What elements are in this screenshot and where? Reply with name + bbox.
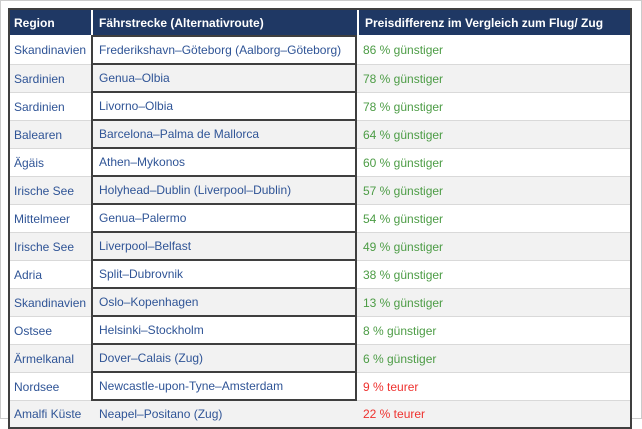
- table-row: Balearen Barcelona–Palma de Mallorca 64 …: [10, 121, 630, 149]
- price-diff-cell: 8 % günstiger: [357, 317, 630, 345]
- table-row: Nordsee Newcastle-upon-Tyne–Amsterdam 9 …: [10, 373, 630, 401]
- price-diff-cell: 78 % günstiger: [357, 65, 630, 93]
- col-header-route: Fährstrecke (Alternativroute): [91, 10, 357, 35]
- ferry-price-table: Region Fährstrecke (Alternativroute) Pre…: [8, 8, 632, 429]
- table-row: Irische See Holyhead–Dublin (Liverpool–D…: [10, 177, 630, 205]
- header-row: Region Fährstrecke (Alternativroute) Pre…: [10, 10, 630, 35]
- price-diff-cell: 38 % günstiger: [357, 261, 630, 289]
- route-cell: Dover–Calais (Zug): [91, 345, 357, 373]
- price-diff-cell: 86 % günstiger: [357, 35, 630, 65]
- region-cell: Nordsee: [10, 373, 91, 401]
- region-cell: Ägäis: [10, 149, 91, 177]
- region-cell: Mittelmeer: [10, 205, 91, 233]
- route-cell: Holyhead–Dublin (Liverpool–Dublin): [91, 177, 357, 205]
- col-header-region: Region: [10, 10, 91, 35]
- price-diff-cell: 6 % günstiger: [357, 345, 630, 373]
- route-cell: Liverpool–Belfast: [91, 233, 357, 261]
- region-cell: Sardinien: [10, 93, 91, 121]
- region-cell: Balearen: [10, 121, 91, 149]
- table-row: Mittelmeer Genua–Palermo 54 % günstiger: [10, 205, 630, 233]
- price-diff-cell: 64 % günstiger: [357, 121, 630, 149]
- table-row: Amalfi Küste Neapel–Positano (Zug) 22 % …: [10, 401, 630, 427]
- region-cell: Amalfi Küste: [10, 401, 91, 427]
- table-row: Ostsee Helsinki–Stockholm 8 % günstiger: [10, 317, 630, 345]
- col-header-price-diff: Preisdifferenz im Vergleich zum Flug/ Zu…: [357, 10, 630, 35]
- price-diff-cell: 60 % günstiger: [357, 149, 630, 177]
- region-cell: Ärmelkanal: [10, 345, 91, 373]
- table-row: Skandinavien Frederikshavn–Göteborg (Aal…: [10, 35, 630, 65]
- table-row: Ärmelkanal Dover–Calais (Zug) 6 % günsti…: [10, 345, 630, 373]
- region-cell: Skandinavien: [10, 289, 91, 317]
- price-diff-cell: 9 % teurer: [357, 373, 630, 401]
- table-row: Ägäis Athen–Mykonos 60 % günstiger: [10, 149, 630, 177]
- route-cell: Genua–Palermo: [91, 205, 357, 233]
- region-cell: Irische See: [10, 177, 91, 205]
- price-diff-cell: 13 % günstiger: [357, 289, 630, 317]
- route-cell: Barcelona–Palma de Mallorca: [91, 121, 357, 149]
- route-cell: Livorno–Olbia: [91, 93, 357, 121]
- region-cell: Sardinien: [10, 65, 91, 93]
- table-row: Skandinavien Oslo–Kopenhagen 13 % günsti…: [10, 289, 630, 317]
- region-cell: Adria: [10, 261, 91, 289]
- route-cell: Athen–Mykonos: [91, 149, 357, 177]
- table-row: Sardinien Genua–Olbia 78 % günstiger: [10, 65, 630, 93]
- route-cell: Frederikshavn–Göteborg (Aalborg–Göteborg…: [91, 35, 357, 65]
- price-diff-cell: 54 % günstiger: [357, 205, 630, 233]
- price-diff-cell: 49 % günstiger: [357, 233, 630, 261]
- region-cell: Irische See: [10, 233, 91, 261]
- price-diff-cell: 78 % günstiger: [357, 93, 630, 121]
- route-cell: Oslo–Kopenhagen: [91, 289, 357, 317]
- table-row: Irische See Liverpool–Belfast 49 % günst…: [10, 233, 630, 261]
- region-cell: Skandinavien: [10, 35, 91, 65]
- price-diff-cell: 22 % teurer: [357, 401, 630, 427]
- route-cell: Newcastle-upon-Tyne–Amsterdam: [91, 373, 357, 401]
- route-cell: Helsinki–Stockholm: [91, 317, 357, 345]
- route-cell: Genua–Olbia: [91, 65, 357, 93]
- region-cell: Ostsee: [10, 317, 91, 345]
- route-cell: Split–Dubrovnik: [91, 261, 357, 289]
- route-cell: Neapel–Positano (Zug): [91, 401, 357, 427]
- table-row: Adria Split–Dubrovnik 38 % günstiger: [10, 261, 630, 289]
- price-diff-cell: 57 % günstiger: [357, 177, 630, 205]
- table-row: Sardinien Livorno–Olbia 78 % günstiger: [10, 93, 630, 121]
